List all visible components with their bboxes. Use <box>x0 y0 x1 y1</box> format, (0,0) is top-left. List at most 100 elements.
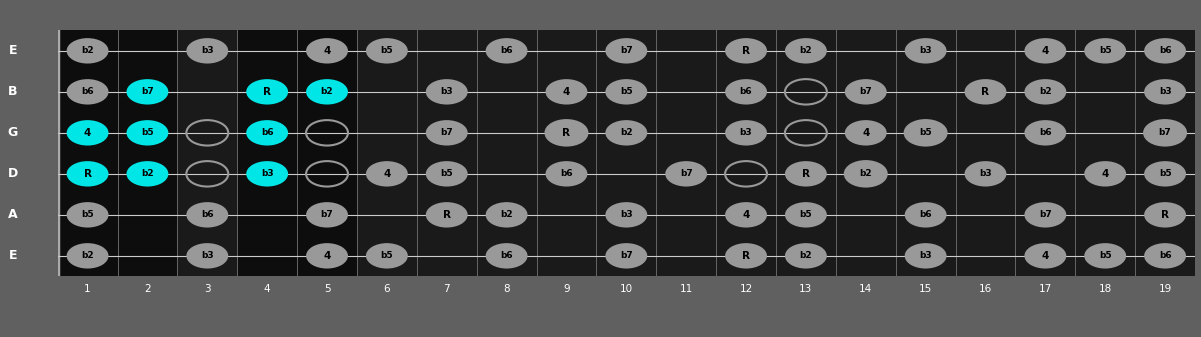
Text: b6: b6 <box>501 46 513 55</box>
Text: 4: 4 <box>1041 251 1048 261</box>
Text: b5: b5 <box>620 87 633 96</box>
Text: b7: b7 <box>620 46 633 55</box>
Text: b5: b5 <box>1099 46 1111 55</box>
Ellipse shape <box>665 161 707 187</box>
Text: b6: b6 <box>1159 46 1171 55</box>
Ellipse shape <box>246 120 288 146</box>
Ellipse shape <box>1145 120 1187 146</box>
Ellipse shape <box>1085 161 1127 187</box>
Ellipse shape <box>1024 38 1066 64</box>
Text: 4: 4 <box>84 128 91 138</box>
Ellipse shape <box>545 161 587 187</box>
Bar <box>896 30 956 276</box>
Text: b3: b3 <box>441 87 453 96</box>
Text: b3: b3 <box>201 46 214 55</box>
Text: b5: b5 <box>441 169 453 178</box>
Ellipse shape <box>725 243 767 269</box>
Text: b2: b2 <box>620 128 633 137</box>
Text: R: R <box>742 46 751 56</box>
Text: b7: b7 <box>860 87 872 96</box>
Text: E: E <box>8 44 17 57</box>
Ellipse shape <box>545 79 587 104</box>
Ellipse shape <box>605 243 647 269</box>
Bar <box>656 30 716 276</box>
Ellipse shape <box>844 161 886 187</box>
Text: 4: 4 <box>323 46 330 56</box>
Ellipse shape <box>1145 161 1187 187</box>
Text: b6: b6 <box>560 169 573 178</box>
Text: b2: b2 <box>860 169 872 178</box>
Text: R: R <box>802 169 809 179</box>
Text: 4: 4 <box>862 128 870 138</box>
Ellipse shape <box>785 243 826 269</box>
Ellipse shape <box>725 120 767 146</box>
Text: b2: b2 <box>501 210 513 219</box>
Text: b6: b6 <box>201 210 214 219</box>
Ellipse shape <box>66 202 108 227</box>
Bar <box>357 30 417 276</box>
Ellipse shape <box>186 38 228 64</box>
Text: 4: 4 <box>742 210 749 220</box>
Text: b6: b6 <box>82 87 94 96</box>
Bar <box>178 30 238 276</box>
Text: G: G <box>7 126 18 139</box>
Ellipse shape <box>844 79 886 104</box>
Ellipse shape <box>306 243 348 269</box>
Text: b2: b2 <box>82 251 94 261</box>
Ellipse shape <box>66 120 108 146</box>
Ellipse shape <box>1145 38 1187 64</box>
Ellipse shape <box>1085 243 1127 269</box>
Ellipse shape <box>186 202 228 227</box>
Bar <box>118 30 178 276</box>
Ellipse shape <box>964 161 1006 187</box>
Text: A: A <box>8 208 18 221</box>
Bar <box>1015 30 1075 276</box>
Text: b3: b3 <box>979 169 992 178</box>
Ellipse shape <box>904 120 946 146</box>
Ellipse shape <box>1145 202 1187 227</box>
Ellipse shape <box>1085 38 1127 64</box>
Ellipse shape <box>426 161 467 187</box>
Text: R: R <box>1161 210 1169 220</box>
Ellipse shape <box>66 38 108 64</box>
Text: b7: b7 <box>441 128 453 137</box>
Ellipse shape <box>366 38 408 64</box>
Text: R: R <box>981 87 990 97</box>
Text: b2: b2 <box>82 46 94 55</box>
Ellipse shape <box>246 79 288 104</box>
Text: 4: 4 <box>323 251 330 261</box>
Ellipse shape <box>1024 120 1066 146</box>
Bar <box>297 30 357 276</box>
Bar <box>537 30 597 276</box>
Bar <box>1075 30 1135 276</box>
Ellipse shape <box>485 243 527 269</box>
Bar <box>836 30 896 276</box>
Text: b3: b3 <box>919 251 932 261</box>
Ellipse shape <box>545 120 587 146</box>
Text: R: R <box>443 210 450 220</box>
Ellipse shape <box>186 243 228 269</box>
Ellipse shape <box>725 79 767 104</box>
Text: b7: b7 <box>1039 210 1052 219</box>
Ellipse shape <box>426 120 467 146</box>
Ellipse shape <box>605 202 647 227</box>
Ellipse shape <box>306 38 348 64</box>
Ellipse shape <box>1145 243 1187 269</box>
Text: b5: b5 <box>142 128 154 137</box>
Text: b3: b3 <box>620 210 633 219</box>
Ellipse shape <box>126 120 168 146</box>
Text: b7: b7 <box>1159 128 1171 137</box>
Ellipse shape <box>904 243 946 269</box>
Text: b6: b6 <box>501 251 513 261</box>
Text: B: B <box>8 85 18 98</box>
Ellipse shape <box>66 161 108 187</box>
Text: b5: b5 <box>82 210 94 219</box>
Ellipse shape <box>904 38 946 64</box>
Ellipse shape <box>306 79 348 104</box>
Ellipse shape <box>126 161 168 187</box>
Text: b7: b7 <box>680 169 693 178</box>
Ellipse shape <box>66 79 108 104</box>
Ellipse shape <box>904 202 946 227</box>
Text: b5: b5 <box>1099 251 1111 261</box>
Bar <box>597 30 656 276</box>
